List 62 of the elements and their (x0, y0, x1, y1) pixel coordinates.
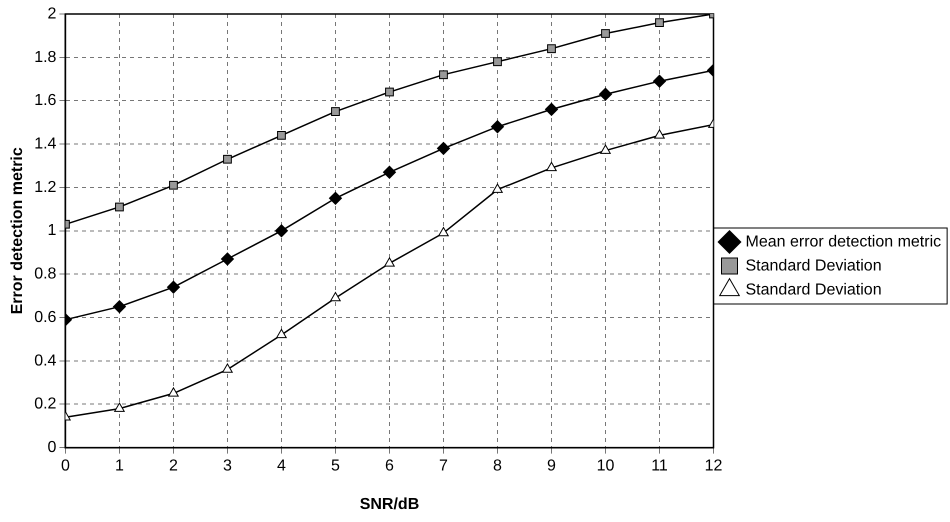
point (438, 226, 449, 236)
point (222, 364, 233, 373)
y-tick-label: 1.8 (34, 48, 57, 66)
x-tick-label: 12 (704, 458, 722, 475)
legend-label: Standard Deviation (746, 257, 882, 274)
x-tick-label: 6 (385, 458, 394, 475)
point (600, 144, 611, 154)
point (115, 202, 124, 212)
legend-label: Mean error detection metric (746, 233, 942, 250)
point (328, 192, 342, 205)
y-tick-label: 1.6 (34, 92, 57, 110)
point (385, 88, 394, 96)
point (274, 224, 288, 238)
x-tick-label: 1 (114, 458, 124, 475)
x-tick-label: 3 (223, 458, 232, 475)
x-tick-label: 10 (596, 458, 614, 475)
point (492, 184, 503, 193)
point (654, 129, 665, 139)
point (220, 252, 234, 266)
point (436, 142, 450, 155)
point (547, 44, 556, 54)
point (114, 402, 125, 412)
point (598, 88, 612, 101)
point (655, 18, 664, 28)
y-tick-label: 2 (48, 5, 57, 22)
point (652, 74, 666, 88)
point (384, 257, 395, 267)
point (223, 154, 232, 164)
x-tick-label: 11 (651, 458, 668, 475)
point (112, 300, 126, 314)
x-tick-label: 9 (547, 458, 556, 475)
y-tick-label: 0.8 (34, 266, 57, 283)
point (169, 180, 178, 190)
y-tick-label: 1 (48, 222, 57, 240)
y-tick-label: 0.4 (34, 352, 57, 370)
x-axis-title: SNR/dB (360, 496, 420, 513)
point (276, 328, 287, 338)
point (493, 57, 502, 66)
point (601, 29, 610, 38)
point (382, 166, 396, 179)
x-tick-label: 2 (169, 458, 178, 475)
x-tick-label: 4 (277, 458, 286, 475)
y-tick-label: 1.2 (34, 178, 57, 196)
x-tick-label: 5 (331, 458, 340, 475)
x-tick-label: 8 (493, 458, 502, 475)
point (166, 280, 180, 294)
x-tick-label: 0 (60, 458, 70, 475)
point (277, 131, 286, 140)
point (544, 102, 558, 116)
point (168, 387, 179, 397)
y-axis-title: Error detection metric (9, 147, 26, 314)
point (439, 70, 448, 80)
point (546, 162, 557, 172)
x-tick-label: 7 (439, 458, 448, 475)
y-tick-label: 1.4 (34, 135, 57, 152)
y-tick-label: 0.2 (34, 396, 57, 413)
legend-label: Standard Deviation (746, 281, 882, 298)
y-tick-label: 0.6 (34, 308, 57, 326)
y-tick-label: 0 (48, 439, 57, 456)
point (330, 292, 341, 302)
point (490, 120, 504, 134)
point (331, 107, 340, 116)
